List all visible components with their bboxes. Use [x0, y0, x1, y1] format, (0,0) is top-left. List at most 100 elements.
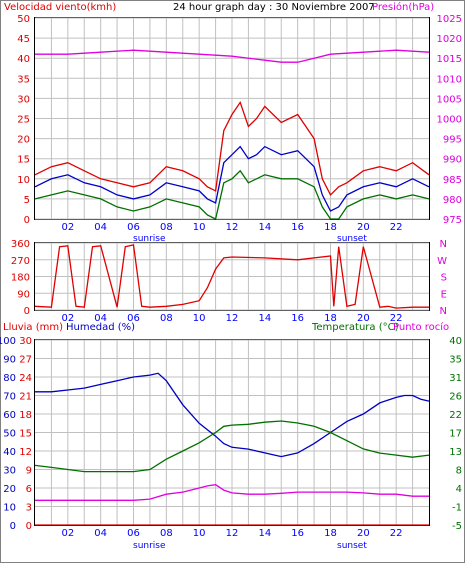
- y-tick-label-left: 10: [17, 175, 30, 186]
- y-tick-label-right: -1: [452, 503, 462, 514]
- y-tick-label-left: 80: [3, 373, 16, 384]
- temperature-line: [34, 420, 430, 473]
- y-tick-label-right: 26: [449, 392, 462, 403]
- sunset-label-2: sunset: [337, 541, 367, 551]
- x-tick-label: 14: [258, 313, 271, 324]
- y-tick-label-right: S: [441, 273, 447, 284]
- x-tick-label: 16: [291, 528, 304, 539]
- y-tick-label-left2: 18: [19, 410, 32, 421]
- y-tick-label-left: 180: [11, 273, 30, 284]
- x-tick-label: 22: [390, 528, 403, 539]
- y-tick-label-left: 0: [10, 521, 16, 532]
- y-tick-label-left: 25: [17, 115, 30, 126]
- x-tick-label: 14: [258, 222, 271, 233]
- y-tick-label-right: 8: [456, 466, 462, 477]
- wind-direction-line: [34, 244, 429, 309]
- y-tick-label-left: 45: [17, 34, 30, 45]
- y-tick-label-left: 270: [11, 256, 30, 267]
- y-tick-label-left2: 3: [26, 503, 32, 514]
- y-tick-label-right: 980: [443, 195, 462, 206]
- x-tick-label: 08: [160, 528, 173, 539]
- y-tick-label-left: 90: [17, 289, 30, 300]
- x-tick-label: 02: [61, 528, 74, 539]
- y-tick-label-left: 5: [24, 195, 30, 206]
- y-tick-label-left2: 15: [19, 429, 32, 440]
- panel-direction-grid: [35, 242, 429, 311]
- y-tick-label-left: 15: [17, 155, 30, 166]
- x-tick-label: 06: [127, 528, 140, 539]
- temperature-title: Temperatura (°C): [311, 322, 399, 333]
- y-tick-label-left: 40: [3, 447, 16, 458]
- x-tick-label: 10: [193, 222, 206, 233]
- y-tick-label-right: 990: [443, 155, 462, 166]
- wind-low-line: [34, 169, 430, 220]
- y-tick-label-left: 90: [3, 355, 16, 366]
- y-tick-label-right: 40: [449, 336, 462, 347]
- y-tick-label-right: N: [440, 239, 447, 250]
- x-tick-label: 04: [94, 528, 107, 539]
- sunrise-label-2: sunrise: [133, 541, 166, 551]
- y-tick-label-right: 1025: [437, 14, 462, 25]
- x-tick-label: 10: [193, 528, 206, 539]
- x-tick-label: 14: [258, 528, 271, 539]
- y-tick-label-right: 975: [443, 215, 462, 226]
- y-tick-label-left2: 24: [19, 373, 32, 384]
- y-tick-label-right: 1015: [437, 54, 462, 65]
- y-tick-label-right: 35: [449, 355, 462, 366]
- y-tick-label-right: N: [440, 306, 447, 317]
- y-tick-label-right: 995: [443, 135, 462, 146]
- y-tick-label-left: 20: [3, 484, 16, 495]
- x-tick-label: 20: [357, 222, 370, 233]
- y-tick-label-right: 13: [449, 447, 462, 458]
- y-tick-label-left: 50: [3, 429, 16, 440]
- y-tick-label-left: 100: [0, 336, 16, 347]
- wind-average-line: [34, 145, 430, 212]
- x-tick-label: 06: [127, 222, 140, 233]
- sunset-label-1: sunset: [337, 234, 367, 244]
- x-tick-label: 22: [390, 222, 403, 233]
- y-tick-label-right: 1000: [437, 115, 462, 126]
- y-tick-label-left2: 30: [19, 336, 32, 347]
- y-tick-label-left: 60: [3, 410, 16, 421]
- y-tick-label-right: 4: [456, 484, 462, 495]
- x-tick-label: 16: [291, 313, 304, 324]
- y-tick-label-left2: 0: [26, 521, 32, 532]
- y-tick-label-left: 30: [3, 466, 16, 477]
- y-tick-label-right: 31: [449, 373, 462, 384]
- rain-title: Lluvia (mm): [3, 322, 63, 333]
- panel-wind-series: [34, 49, 430, 220]
- pressure-line: [35, 49, 430, 63]
- pressure-title: Presión(hPa): [372, 1, 434, 13]
- y-tick-label-left: 30: [17, 94, 30, 105]
- y-tick-label-left: 50: [17, 14, 30, 25]
- panel-humidity-series: [34, 372, 430, 526]
- x-tick-label: 10: [193, 313, 206, 324]
- y-tick-label-left2: 9: [26, 466, 32, 477]
- panel-wind-axes: 02 04 06 08 10 12 14 16 18 20 22051015202530354045…: [17, 14, 462, 233]
- x-tick-label: 02: [61, 222, 74, 233]
- y-tick-label-left2: 27: [19, 355, 32, 366]
- y-tick-label-left: 360: [11, 239, 30, 250]
- y-tick-label-right: -5: [452, 521, 462, 532]
- panel-humidity-axes: 02 04 06 08 10 12 14 16 18 20 22010203040506070809…: [0, 336, 462, 539]
- x-tick-label: 22: [390, 313, 403, 324]
- x-tick-label: 20: [357, 528, 370, 539]
- y-tick-label-right: 1005: [437, 94, 462, 105]
- wind-title: Velocidad viento(kmh): [4, 2, 116, 13]
- y-tick-label-left2: 21: [19, 392, 32, 403]
- x-tick-label: 06: [127, 313, 140, 324]
- y-tick-label-right: 22: [449, 410, 462, 421]
- x-tick-label: 16: [291, 222, 304, 233]
- y-tick-label-left: 20: [17, 135, 30, 146]
- y-tick-label-left: 0: [24, 306, 30, 317]
- dewpoint-line: [35, 484, 429, 501]
- y-tick-label-right: 985: [443, 175, 462, 186]
- y-tick-label-right: 1010: [437, 74, 462, 85]
- x-tick-label: 04: [94, 313, 107, 324]
- panel-direction-series: [34, 244, 429, 309]
- y-tick-label-right: W: [437, 256, 447, 267]
- humidity-line: [35, 372, 430, 458]
- dewpoint-title: Punto rocío: [393, 321, 449, 333]
